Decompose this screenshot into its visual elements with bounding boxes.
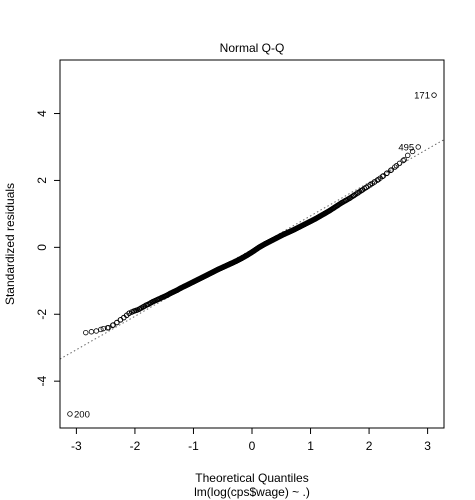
data-point	[352, 191, 359, 198]
x-tick-label: -3	[71, 439, 82, 453]
data-point	[431, 92, 437, 98]
point-label: 495	[398, 143, 414, 154]
y-tick-label: -4	[35, 376, 49, 387]
data-point	[409, 148, 416, 155]
data-point	[388, 167, 395, 173]
y-tick-label: -2	[35, 309, 49, 320]
data-point	[109, 322, 116, 328]
x-tick-label: 2	[366, 439, 373, 453]
data-point	[392, 164, 398, 170]
data-point	[104, 325, 111, 331]
model-caption: lm(log(cps$wage) ~ .)	[194, 485, 310, 499]
chart-title: Normal Q-Q	[220, 41, 285, 55]
x-axis: -3 -2 -1 0 1 2 3	[71, 428, 431, 453]
point-labels: 171 495 200	[74, 91, 430, 421]
y-axis-label: Standardized residuals	[3, 183, 17, 305]
data-point	[98, 326, 104, 333]
data-points	[67, 92, 437, 417]
data-point	[114, 319, 120, 326]
y-tick-label: 4	[35, 110, 49, 117]
data-point	[415, 144, 421, 150]
data-point	[401, 156, 407, 163]
data-point	[380, 173, 387, 179]
data-point	[83, 329, 89, 336]
data-point	[384, 170, 390, 176]
x-tick-label: 3	[424, 439, 431, 453]
x-tick-label: 1	[307, 439, 314, 453]
y-tick-label: 2	[35, 177, 49, 184]
x-tick-label: -1	[188, 439, 199, 453]
data-point	[88, 329, 95, 335]
y-axis: -4 -2 0 2 4	[35, 110, 60, 387]
data-point	[400, 157, 406, 164]
x-tick-label: -2	[130, 439, 141, 453]
x-tick-label: 0	[249, 439, 256, 453]
data-point	[67, 411, 73, 417]
y-tick-label: 0	[35, 244, 49, 251]
point-label: 171	[414, 91, 430, 102]
data-point	[405, 152, 411, 159]
data-point	[393, 163, 400, 169]
data-point	[388, 167, 394, 174]
point-label: 200	[74, 409, 90, 420]
x-axis-label: Theoretical Quantiles	[195, 471, 308, 485]
